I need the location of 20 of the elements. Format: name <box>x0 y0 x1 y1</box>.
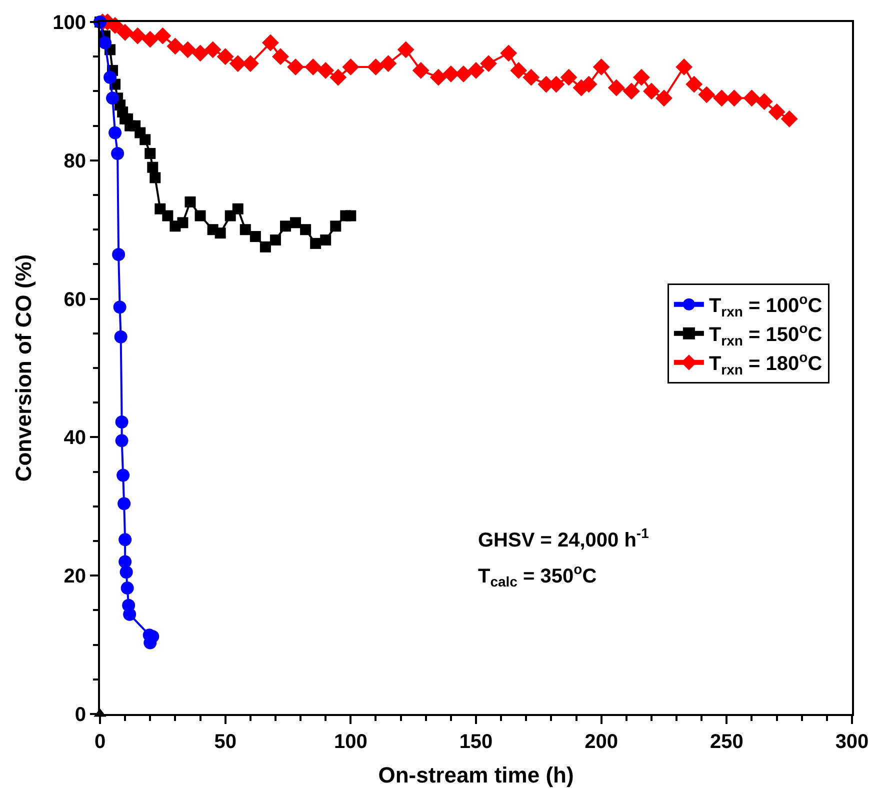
x-tick-label: 300 <box>835 731 869 753</box>
y-tick-label: 80 <box>64 150 86 172</box>
y-tick-label: 20 <box>64 566 86 588</box>
x-tick-label: 0 <box>94 731 106 753</box>
annotation: T$_{calc}$ = 350$^{o}$C <box>478 561 597 590</box>
y-tick-label: 0 <box>74 704 86 726</box>
legend-label: T$_{rxn}$ = 180$^{o}$C <box>708 348 822 378</box>
x-axis-title: On-stream time (h) <box>378 762 574 788</box>
x-tick-label: 100 <box>334 731 368 753</box>
legend-label: T$_{rxn}$ = 150$^{o}$C <box>708 320 822 348</box>
x-tick-label: 200 <box>584 731 618 753</box>
y-axis-title: Conversion of CO (%) <box>10 254 36 482</box>
legend-label: T$_{rxn}$ = 100$^{o}$C <box>708 290 822 320</box>
y-tick-label: 100 <box>52 12 86 34</box>
x-tick-label: 50 <box>214 731 236 753</box>
x-tick-label: 250 <box>710 731 744 753</box>
y-tick-label: 60 <box>64 288 86 311</box>
x-tick-label: 150 <box>459 731 493 753</box>
annotation: GHSV = 24,000 h$^{-1}$ <box>478 525 650 552</box>
y-tick-label: 40 <box>64 427 86 450</box>
